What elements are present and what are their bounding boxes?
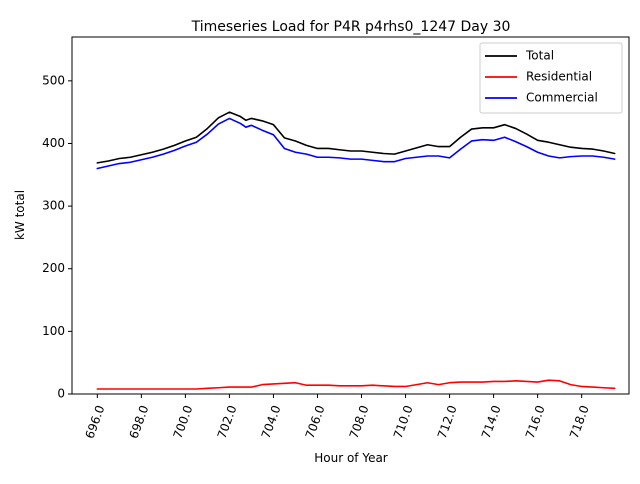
legend: Total Residential Commercial: [479, 42, 623, 114]
y-tick-label: 300: [42, 199, 65, 213]
y-tick-label: 400: [42, 136, 65, 150]
y-axis: 0 100 200 300 400 500: [42, 73, 72, 401]
legend-label-residential: Residential: [526, 70, 592, 84]
y-tick-label: 500: [42, 73, 65, 87]
series-layer: [96, 111, 616, 390]
y-tick-label: 100: [42, 324, 65, 338]
series-line-commercial: [96, 117, 616, 170]
y-tick-label: 0: [57, 387, 65, 401]
chart-title: Timeseries Load for P4R p4rhs0_1247 Day …: [191, 19, 511, 35]
legend-label-total: Total: [525, 49, 554, 63]
y-axis-label: kW total: [13, 190, 27, 240]
series-line-total: [96, 111, 616, 164]
x-axis-label: Hour of Year: [314, 451, 388, 465]
y-tick-label: 200: [42, 261, 65, 275]
legend-label-commercial: Commercial: [526, 91, 598, 105]
legend-box: [479, 42, 623, 114]
series-line-residential: [96, 379, 616, 390]
plot-area-frame: [71, 36, 630, 395]
